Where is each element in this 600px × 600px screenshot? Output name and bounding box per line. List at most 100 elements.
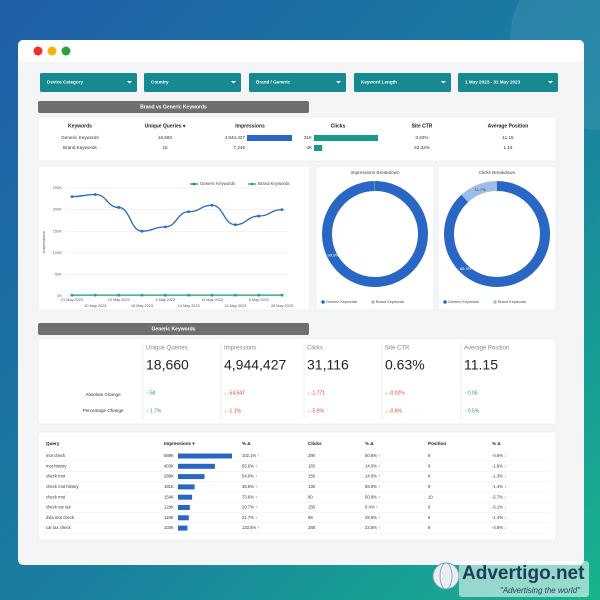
- scorecard-value: 4,944,427: [224, 357, 286, 373]
- absolute-change: ↓ -54,547: [224, 390, 245, 396]
- position-cell: 11.15: [502, 135, 514, 140]
- legend-dot: [192, 182, 196, 186]
- column-header: Clicks: [308, 441, 322, 446]
- table-cell: 35.5% ↑: [242, 484, 257, 489]
- filter-dropdown[interactable]: [40, 73, 137, 92]
- point: [187, 210, 191, 214]
- x-tick-label: 28 May 2023: [271, 304, 293, 308]
- watermark-tagline: "Advertising the world": [500, 586, 581, 595]
- table-cell: 14.0% ↑: [365, 463, 380, 468]
- table-cell: 290: [308, 453, 316, 458]
- column-header: Query: [46, 441, 60, 446]
- column-header: % Δ: [365, 441, 374, 446]
- filter-dropdown[interactable]: [144, 73, 241, 92]
- impressions-bar: [178, 494, 193, 500]
- donut-slice: [322, 181, 428, 287]
- impressions-cell: 403K: [164, 463, 174, 468]
- y-tick-label: 50K: [55, 271, 62, 276]
- legend-label: Brand Keywords: [258, 181, 290, 186]
- scorecard-value: 31,116: [307, 357, 349, 373]
- point: [210, 203, 214, 207]
- x-tick-label: 24 May 2023: [224, 304, 246, 308]
- absolute-change: ↑ 0.06: [464, 390, 478, 396]
- slice-label: 88.3%: [460, 266, 472, 271]
- x-tick-label: 16 May 2023: [131, 304, 153, 308]
- table-cell: 29.7% ↑: [242, 505, 257, 510]
- legend-swatch: [321, 300, 325, 304]
- percentage-change: ↑ 1.7%: [146, 408, 162, 414]
- table-cell: 55.6% ↑: [242, 463, 257, 468]
- minimize-button[interactable]: [47, 46, 57, 56]
- dropdown-arrow: [127, 81, 132, 84]
- dropdown-arrow: [441, 81, 446, 84]
- card: [37, 338, 557, 425]
- maximize-button[interactable]: [61, 46, 71, 56]
- absolute-change: ↓ -1,771: [307, 390, 325, 396]
- table-cell: mot history: [46, 463, 67, 468]
- filter-dropdown[interactable]: [458, 73, 558, 92]
- impressions-bar: [178, 453, 232, 459]
- filter-dropdown[interactable]: [249, 73, 346, 92]
- table-cell: 183: [308, 463, 316, 468]
- point: [187, 293, 191, 297]
- impressions-cell: 154K: [164, 494, 174, 499]
- percentage-change: ↓ -0.6%: [385, 408, 403, 414]
- table-cell: -1.3% ↓: [492, 474, 506, 479]
- point: [93, 293, 97, 297]
- table-cell: 21.7% ↑: [242, 515, 257, 520]
- table-cell: 133.5% ↑: [242, 525, 259, 530]
- impressions-bar: [247, 135, 292, 141]
- point: [70, 293, 74, 297]
- table-cell: dvla mot check: [46, 515, 75, 520]
- column-header: % Δ: [242, 441, 251, 446]
- column-header: Impressions: [235, 123, 265, 129]
- watermark-bg: [459, 561, 589, 597]
- column-header: Keywords: [68, 123, 92, 129]
- table-cell: 99: [308, 515, 313, 520]
- x-tick-label: 15 May 2023: [201, 298, 223, 302]
- x-tick-label: 30 May 2023: [84, 304, 106, 308]
- table-cell: 156: [308, 474, 316, 479]
- ctr-cell: 53.33%: [414, 145, 430, 150]
- y-axis-label: Impressions: [41, 231, 46, 253]
- y-tick-label: 100K: [53, 250, 63, 255]
- keyword-cell: Brand Keywords: [63, 145, 97, 150]
- legend-label: Generic Keywords: [448, 300, 479, 304]
- scorecard-label: Average Position: [464, 346, 509, 352]
- card: [37, 165, 311, 311]
- position-cell: 1.16: [504, 145, 513, 150]
- filter-label: Country: [151, 80, 169, 85]
- table-cell: 150: [308, 505, 316, 510]
- impressions-bar: [178, 505, 190, 510]
- impressions-cell: 289K: [164, 474, 174, 479]
- filter-dropdown[interactable]: [354, 73, 451, 92]
- scorecard-value: 18,660: [146, 357, 189, 373]
- close-button[interactable]: [33, 46, 43, 56]
- series-line: [71, 193, 283, 232]
- table-cell: 50.8% ↑: [365, 494, 380, 499]
- dropdown-arrow: [548, 81, 553, 84]
- scorecard-label: Site CTR: [385, 346, 410, 352]
- table-cell: 9: [428, 505, 431, 510]
- table-cell: -4.8% ↓: [492, 525, 506, 530]
- table-cell: check car tax: [46, 505, 72, 510]
- card: [37, 431, 557, 541]
- table-cell: -5.1% ↓: [492, 505, 506, 510]
- point: [117, 293, 121, 297]
- table-cell: 14.0% ↑: [365, 474, 380, 479]
- table-cell: 28.5% ↑: [365, 515, 380, 520]
- y-tick-label: 200K: [53, 207, 63, 212]
- point: [280, 208, 284, 212]
- chart-title: Clicks Breakdown: [479, 170, 516, 175]
- table-cell: 50.6% ↑: [365, 453, 380, 458]
- table-cell: -5.7% ↓: [492, 494, 506, 499]
- legend-label: Generic Keywords: [200, 181, 235, 186]
- dropdown-arrow: [336, 81, 341, 84]
- table-cell: 9: [428, 453, 431, 458]
- table-cell: -1.4% ↓: [492, 484, 506, 489]
- table-cell: 90: [308, 494, 313, 499]
- table-cell: 9: [428, 474, 431, 479]
- clicks-bar: [314, 135, 378, 141]
- column-header: Site CTR: [412, 123, 433, 129]
- x-tick-label: 3 May 2023: [155, 298, 175, 302]
